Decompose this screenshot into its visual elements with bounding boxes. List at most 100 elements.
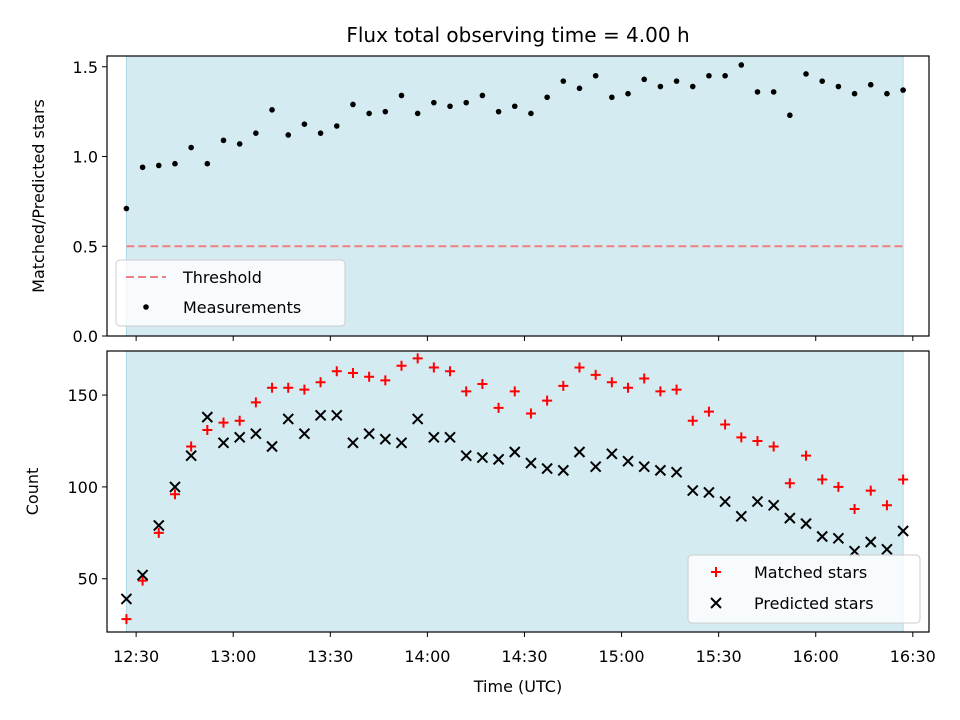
data-point <box>738 62 745 68</box>
data-point <box>347 368 358 379</box>
marker-plus <box>606 377 617 388</box>
marker-x <box>573 446 586 458</box>
axes-frame <box>106 350 930 633</box>
legend-swatch-measurements <box>143 304 149 310</box>
data-point <box>784 478 795 489</box>
marker-x <box>233 431 246 444</box>
legend: Matched stars Predicted stars <box>687 554 921 624</box>
marker-x <box>638 460 650 473</box>
marker-plus <box>574 362 585 373</box>
series-predicted-stars <box>120 409 909 605</box>
data-point <box>768 441 779 452</box>
data-point <box>331 366 342 377</box>
marker-x <box>250 427 262 440</box>
data-point <box>787 112 793 119</box>
data-point <box>169 481 181 493</box>
data-point <box>881 543 893 556</box>
data-point <box>236 141 243 147</box>
y-axis-label: Matched/Predicted stars <box>29 99 48 293</box>
data-point <box>654 464 667 477</box>
data-point <box>767 499 780 511</box>
data-point <box>461 386 472 397</box>
data-point <box>447 103 453 110</box>
data-point <box>333 123 340 129</box>
data-point <box>560 78 567 84</box>
marker-x <box>476 451 489 464</box>
x-tick-label: 14:30 <box>501 647 547 666</box>
marker-plus <box>445 366 456 377</box>
data-point <box>590 369 601 380</box>
data-point <box>606 377 617 388</box>
marker-x <box>703 486 715 499</box>
data-point <box>703 406 714 417</box>
data-point <box>172 160 178 167</box>
data-point <box>816 530 828 543</box>
data-point <box>574 362 585 373</box>
data-point <box>511 103 518 110</box>
data-point <box>250 427 262 440</box>
data-point <box>253 130 259 136</box>
marker-x <box>347 437 359 449</box>
marker-x <box>622 455 634 467</box>
data-point <box>479 92 486 99</box>
data-point <box>625 90 631 97</box>
data-point <box>431 99 437 106</box>
data-point <box>835 83 842 90</box>
data-point <box>542 395 553 406</box>
data-point <box>153 519 165 532</box>
marker-plus <box>428 362 439 373</box>
data-point <box>592 72 599 79</box>
marker-x <box>881 543 893 556</box>
data-point <box>867 81 874 88</box>
legend-swatch-predicted <box>710 597 722 609</box>
y-tick-label: 0.0 <box>73 327 98 346</box>
marker-plus <box>283 382 294 393</box>
data-point <box>897 525 909 537</box>
data-point <box>751 495 764 508</box>
data-point <box>525 408 536 419</box>
data-point <box>687 415 698 426</box>
data-point <box>428 431 440 444</box>
data-point <box>347 437 359 449</box>
marker-x <box>767 499 780 511</box>
marker-x <box>120 593 133 605</box>
data-point <box>139 164 146 171</box>
data-point <box>687 484 699 497</box>
data-point <box>460 449 472 462</box>
legend-box <box>687 554 921 624</box>
x-tick-label: 15:30 <box>696 647 742 666</box>
data-point <box>495 108 502 115</box>
marker-plus <box>558 380 569 391</box>
marker-x <box>411 413 424 425</box>
marker-plus <box>525 408 536 419</box>
data-point <box>136 569 149 581</box>
marker-x <box>751 495 764 508</box>
data-point <box>382 108 389 115</box>
marker-plus <box>331 366 342 377</box>
marker-plus <box>898 474 909 485</box>
legend-label: Threshold <box>182 268 262 287</box>
data-point <box>525 457 537 469</box>
data-point <box>380 375 391 386</box>
marker-x <box>557 464 570 477</box>
x-tick-label: 14:00 <box>404 647 450 666</box>
data-point <box>819 78 826 84</box>
data-point <box>298 427 311 440</box>
marker-plus <box>153 527 164 538</box>
marker-x <box>606 448 618 460</box>
data-point <box>865 536 877 548</box>
marker-plus <box>703 406 714 417</box>
data-point <box>218 417 229 428</box>
marker-x <box>832 532 845 545</box>
data-point <box>719 495 731 508</box>
marker-plus <box>299 384 310 395</box>
data-point <box>233 431 246 444</box>
marker-x <box>897 525 909 537</box>
marker-x <box>136 569 149 581</box>
series-measurements <box>123 62 906 212</box>
marker-plus <box>137 575 148 586</box>
marker-x <box>816 530 828 543</box>
data-point <box>754 89 761 95</box>
y-tick-label: 100 <box>67 478 98 497</box>
